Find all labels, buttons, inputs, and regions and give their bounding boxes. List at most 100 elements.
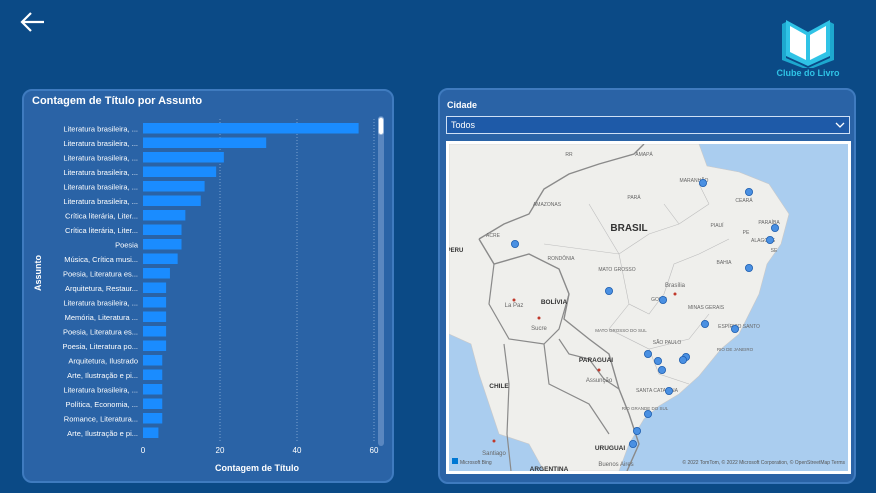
chevron-down-icon bbox=[835, 122, 845, 128]
y-tick-label: Poesia, Literatura es... bbox=[63, 270, 138, 279]
map-data-point[interactable] bbox=[744, 264, 753, 273]
map-region-label: AMAPÁ bbox=[635, 151, 653, 158]
x-axis-label: Contagem de Título bbox=[215, 463, 299, 473]
y-tick-label: Literatura brasileira, ... bbox=[63, 154, 138, 163]
bar[interactable] bbox=[143, 311, 167, 323]
y-tick-label: Romance, Literatura... bbox=[64, 415, 138, 424]
bar-chart: Assunto Contagem de Título 0 20 40 60 Litera… bbox=[33, 119, 379, 473]
y-tick-label: Crítica literária, Liter... bbox=[65, 212, 138, 221]
y-tick-label: Música, Crítica musi... bbox=[64, 255, 138, 264]
map-region-label: RIO DE JANEIRO bbox=[717, 347, 754, 352]
map-data-point[interactable] bbox=[664, 386, 673, 395]
bar[interactable] bbox=[143, 384, 163, 395]
map-data-point[interactable] bbox=[744, 188, 753, 197]
bar[interactable] bbox=[143, 239, 182, 250]
bar[interactable] bbox=[143, 137, 267, 149]
bar[interactable] bbox=[143, 355, 163, 366]
map-data-point[interactable] bbox=[765, 236, 774, 245]
bar[interactable] bbox=[143, 427, 159, 439]
map-data-point[interactable] bbox=[730, 324, 739, 333]
map-region-label: ACRE bbox=[486, 233, 501, 239]
chart-panel: Contagem de Título por Assunto Assunto C… bbox=[22, 89, 394, 483]
bar[interactable] bbox=[143, 282, 167, 294]
map-region-label: MATO GROSSO bbox=[598, 267, 635, 273]
map-region-label: SÃO PAULO bbox=[653, 339, 682, 346]
map-region-label: RR bbox=[565, 152, 573, 158]
map-data-point[interactable] bbox=[653, 356, 662, 365]
open-book-icon bbox=[782, 20, 834, 70]
map-data-point[interactable] bbox=[604, 286, 613, 295]
bar[interactable] bbox=[143, 340, 167, 352]
bar[interactable] bbox=[143, 210, 186, 221]
map-region-label: SE bbox=[771, 248, 778, 254]
bar[interactable] bbox=[143, 326, 167, 337]
map-data-point[interactable] bbox=[657, 365, 666, 374]
bar[interactable] bbox=[143, 268, 170, 279]
bar[interactable] bbox=[143, 166, 217, 178]
y-tick-label: Poesia, Literatura es... bbox=[63, 328, 138, 337]
map-region-label: PERU bbox=[449, 248, 463, 254]
y-tick-label: Arquitetura, Restaur... bbox=[65, 284, 138, 293]
bar[interactable] bbox=[143, 195, 201, 207]
map[interactable]: RR AMAPÁ AMAZONAS PARÁ MARANHÃO CEARÁ BRASIL PI… bbox=[446, 141, 851, 474]
back-button[interactable] bbox=[18, 8, 48, 38]
map-data-point[interactable] bbox=[511, 240, 520, 249]
map-data-point[interactable] bbox=[643, 349, 652, 358]
logo: Clube do Livro bbox=[776, 12, 840, 82]
border-chile-argentina bbox=[503, 343, 610, 471]
map-region-label: ARGENTINA bbox=[530, 466, 569, 471]
bar[interactable] bbox=[143, 297, 167, 308]
map-data-point[interactable] bbox=[678, 355, 687, 364]
land bbox=[449, 144, 790, 471]
y-tick-label: Crítica literária, Liter... bbox=[65, 226, 138, 235]
map-region-label: RONDÔNIA bbox=[548, 255, 576, 262]
y-tick-label: Literatura brasileira, ... bbox=[63, 197, 138, 206]
map-region-label: Assunção bbox=[586, 378, 613, 384]
map-data-point[interactable] bbox=[643, 409, 652, 418]
bar[interactable] bbox=[143, 181, 205, 192]
map-region-label: PARÁ bbox=[627, 194, 641, 201]
y-tick-label: Literatura brasileira, ... bbox=[63, 299, 138, 308]
map-region-label: AMAZONAS bbox=[533, 202, 562, 208]
chart-title: Contagem de Título por Assunto bbox=[32, 95, 203, 107]
bar[interactable] bbox=[143, 398, 163, 410]
city-marker-santiago bbox=[492, 439, 496, 443]
y-tick-label: Literatura brasileira, ... bbox=[63, 183, 138, 192]
map-data-point[interactable] bbox=[698, 179, 707, 188]
border-brazil bbox=[478, 144, 645, 471]
map-region-label: CEARÁ bbox=[735, 197, 753, 204]
y-tick-label: Arte, Ilustração e pi... bbox=[67, 429, 138, 438]
map-region-label: Brasília bbox=[665, 283, 686, 289]
bar[interactable] bbox=[143, 152, 224, 163]
y-tick-label: Arte, Ilustração e pi... bbox=[67, 371, 138, 380]
map-data-point[interactable] bbox=[658, 295, 667, 304]
map-region-label: MARANHÃO bbox=[680, 177, 709, 184]
bing-label: Microsoft Bing bbox=[460, 460, 492, 466]
map-region-label: Santiago bbox=[482, 451, 506, 457]
map-region-label: RIO GRANDE DO SUL bbox=[622, 406, 669, 411]
scrollbar-track[interactable] bbox=[378, 116, 384, 446]
bar[interactable] bbox=[143, 413, 163, 424]
map-data-point[interactable] bbox=[700, 319, 709, 328]
bar[interactable] bbox=[143, 369, 163, 381]
map-region-label: PE bbox=[743, 230, 750, 236]
border-bolivia bbox=[488, 263, 570, 345]
city-dropdown-value: Todos bbox=[451, 120, 476, 130]
map-data-point[interactable] bbox=[628, 439, 637, 448]
bar[interactable] bbox=[143, 224, 182, 236]
bar[interactable] bbox=[143, 253, 178, 265]
border-paraguay bbox=[558, 338, 620, 390]
y-tick-label: Poesia, Literatura po... bbox=[63, 342, 138, 351]
map-attribution[interactable]: © 2022 TomTom, © 2022 Microsoft Corporat… bbox=[682, 459, 845, 466]
map-data-point[interactable] bbox=[770, 224, 779, 233]
map-data-point[interactable] bbox=[632, 426, 641, 435]
y-tick-label: Poesia bbox=[115, 241, 139, 250]
map-region-label: La Paz bbox=[505, 303, 524, 309]
city-dropdown[interactable]: Todos bbox=[446, 116, 850, 134]
bar[interactable] bbox=[143, 123, 359, 134]
x-tick-label: 0 bbox=[141, 446, 146, 455]
x-tick-label: 20 bbox=[216, 446, 225, 455]
map-region-label: ESPÍRITO SANTO bbox=[718, 323, 760, 330]
map-region-label: PARAÍBA bbox=[758, 219, 780, 226]
scrollbar-thumb[interactable] bbox=[378, 117, 384, 135]
